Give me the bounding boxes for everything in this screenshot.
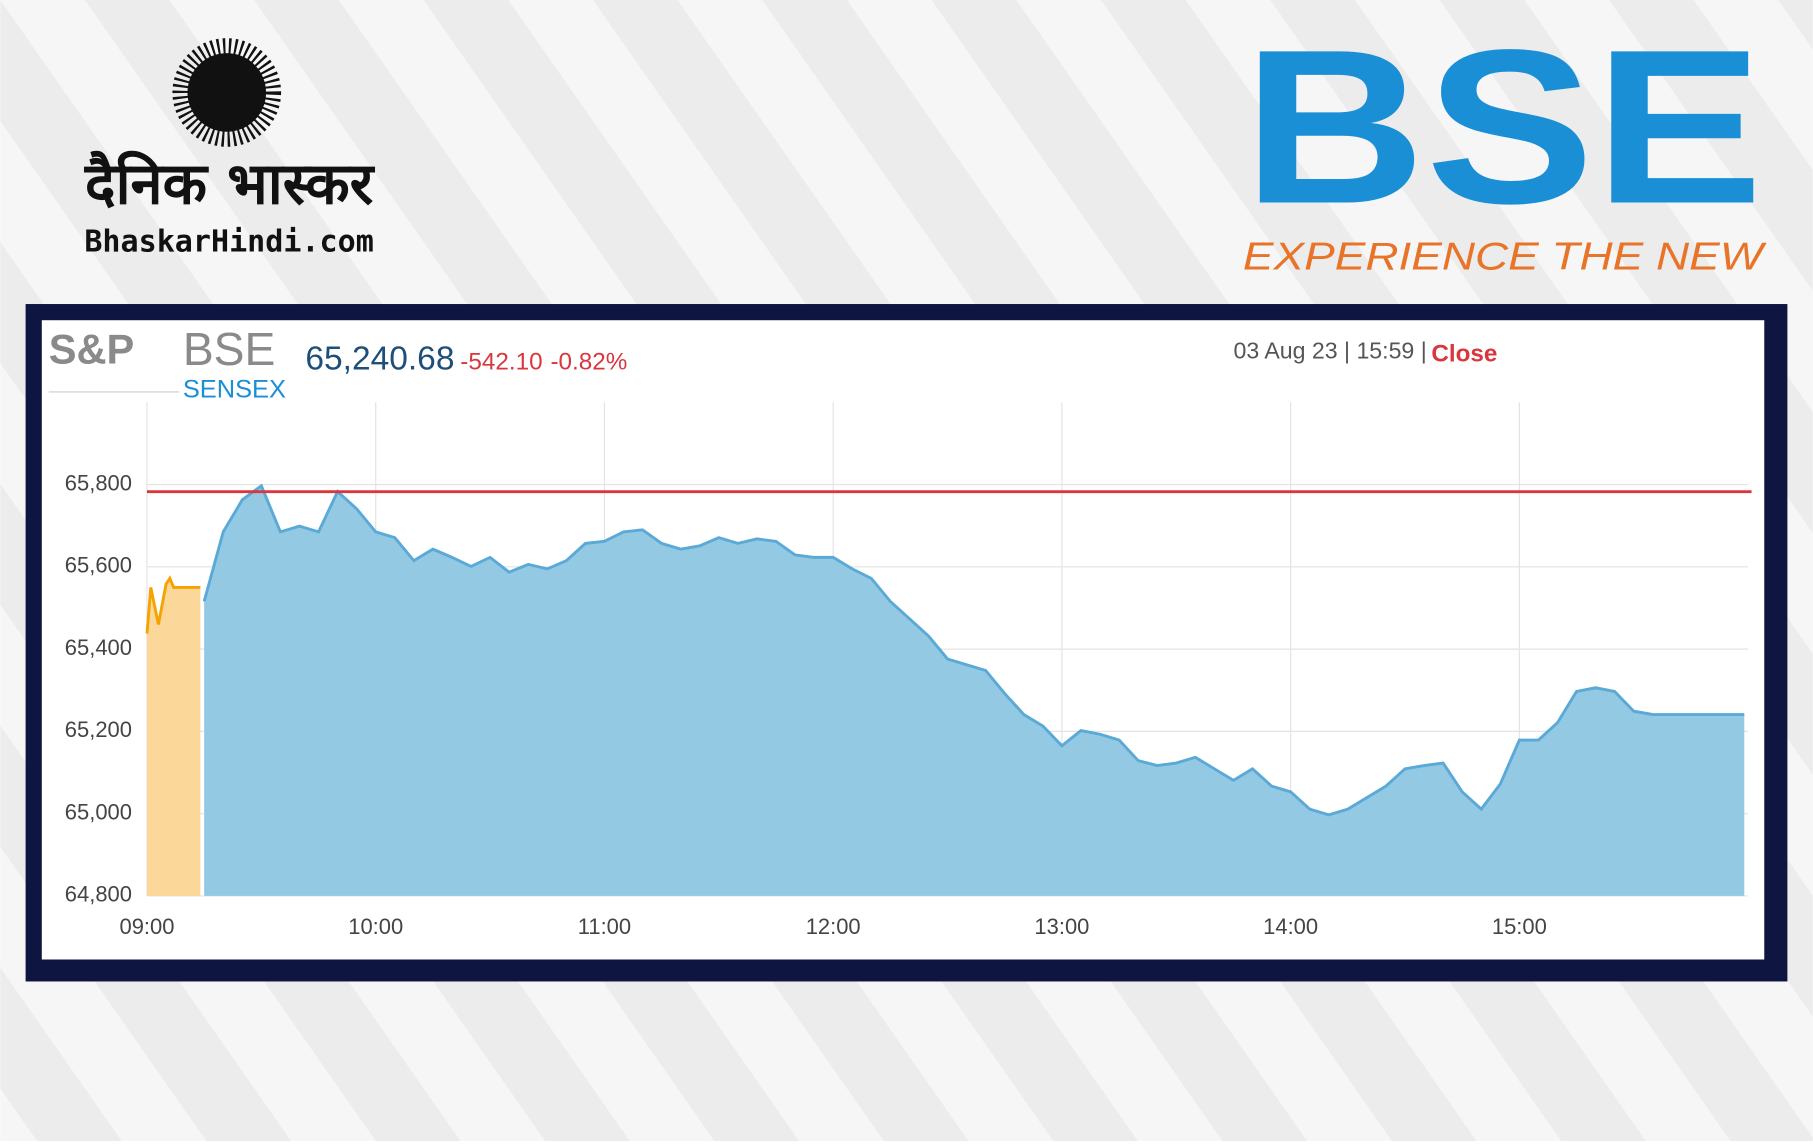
y-tick-label: 65,000 xyxy=(65,799,132,824)
brand-site: BhaskarHindi.com xyxy=(84,224,373,259)
y-tick-label: 65,200 xyxy=(65,717,132,742)
brand-hindi: दैनिक भास्कर xyxy=(84,149,376,217)
change-percent: -0.82% xyxy=(550,348,627,375)
x-tick-label: 10:00 xyxy=(348,914,403,939)
x-tick-label: 15:00 xyxy=(1492,914,1547,939)
y-tick-label: 65,800 xyxy=(65,470,132,495)
x-tick-label: 12:00 xyxy=(806,914,861,939)
timestamp: 03 Aug 23 | 15:59 | xyxy=(1234,338,1427,364)
line xyxy=(145,575,201,634)
bse-tagline: EXPERIENCE THE NEW xyxy=(1243,234,1768,278)
sun xyxy=(187,53,267,132)
last-value: 65,240.68 xyxy=(305,341,454,378)
area xyxy=(204,485,1745,896)
status: Close xyxy=(1431,340,1497,367)
x-tick-label: 13:00 xyxy=(1034,914,1089,939)
y-tick-label: 65,600 xyxy=(65,553,132,578)
bse-logo: BSE EXPERIENCE THE NEW xyxy=(1243,4,1768,279)
plot: 09:00 10:00 11:00 12:00 13:00 14:00 15:00 64,80… xyxy=(65,402,1752,939)
bhaskar-logo: दैनिक भास्कर BhaskarHindi.com xyxy=(84,38,376,259)
sensex-label: SENSEX xyxy=(183,375,286,403)
line xyxy=(202,483,1745,817)
sp-logo: S&P xyxy=(49,326,135,373)
sun-rays xyxy=(172,38,282,147)
y-tick-label: 64,800 xyxy=(65,882,132,907)
bse-small-logo: BSE xyxy=(183,323,276,375)
change: -542.10 xyxy=(460,348,542,375)
bse-wordmark: BSE xyxy=(1243,4,1763,250)
x-tick-label: 11:00 xyxy=(578,914,631,939)
y-tick-label: 65,400 xyxy=(65,635,132,660)
area xyxy=(146,578,201,896)
x-tick-label: 14:00 xyxy=(1263,914,1318,939)
x-tick-label: 09:00 xyxy=(120,914,175,939)
